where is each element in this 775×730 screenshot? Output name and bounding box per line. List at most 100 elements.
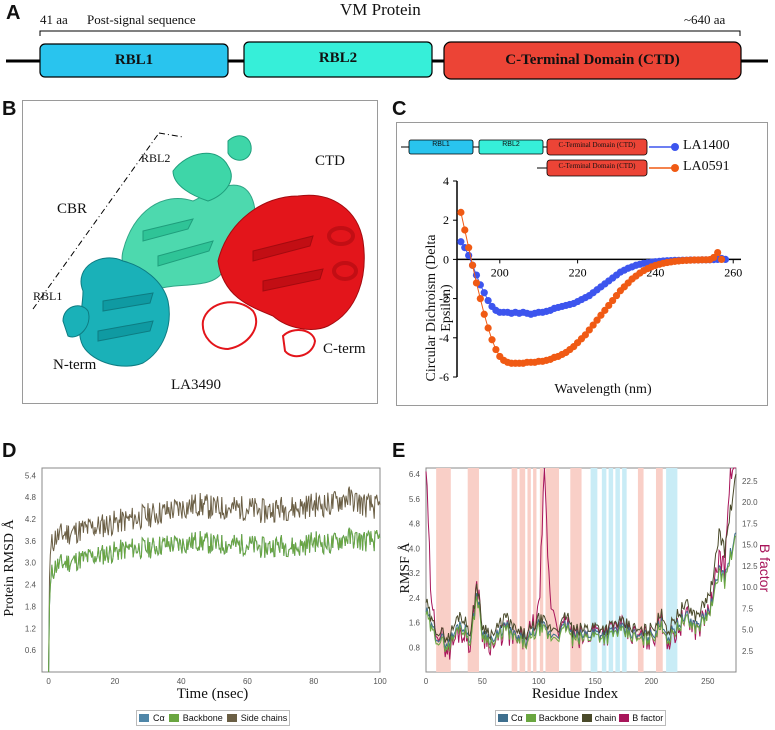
legend-e-chain-label: chain [594, 713, 617, 723]
cd-point-LA0591 [585, 326, 593, 334]
rmsf-shaded-region [436, 468, 451, 672]
rmsd-chart: 0.6 1.2 1.8 2.4 3.0 3.6 4.2 4.8 5.4 0 20 40 60 80 100 [25, 467, 387, 686]
rmsf-y2-tick-label: 22.5 [742, 477, 758, 486]
legend-e-bfactor-label: B factor [632, 713, 664, 723]
rmsf-shaded-region [666, 468, 678, 672]
legend-la0591-name: LA0591 [683, 159, 730, 174]
rmsf-x-tick-label: 250 [701, 677, 715, 686]
legend-sidechains-swatch [226, 714, 237, 722]
legend-la1400-marker [671, 143, 679, 151]
panel-letter-b: B [2, 98, 17, 120]
cd-y-tick-label: -6 [439, 370, 449, 384]
rmsd-y-tick-label: 3.6 [25, 537, 37, 546]
cd-point-LA0591 [609, 296, 617, 305]
cd-point-LA0591 [480, 310, 488, 318]
legend-la0591-marker [671, 164, 679, 172]
rmsf-y2-tick-label: 10.0 [742, 583, 758, 592]
cd-point-LA0591 [597, 311, 605, 319]
rmsd-x-tick-label: 60 [243, 677, 252, 686]
cd-point-LA0591 [484, 324, 492, 332]
cd-panel: RBL1 RBL2 C-Terminal Domain (CTD) C-Term… [396, 122, 768, 406]
rmsf-y2-tick-label: 15.0 [742, 541, 758, 550]
legend-e-backbone-swatch [525, 714, 536, 722]
nterm-label: N-term [53, 357, 97, 373]
cd-point-LA0591 [488, 336, 496, 344]
rmsf-y-tick-label: 4.0 [409, 544, 421, 553]
rmsf-y2-tick-label: 5.0 [742, 626, 754, 635]
rmsd-y-tick-label: 4.8 [25, 493, 37, 502]
cd-point-LA0591 [593, 316, 601, 324]
start-aa-label: 41 aa [40, 12, 68, 27]
cd-y-tick-label: 4 [443, 174, 449, 188]
rmsf-x-tick-label: 200 [645, 677, 659, 686]
rmsf-y-tick-label: 2.4 [409, 594, 421, 603]
cd-point-LA1400 [457, 238, 465, 246]
rmsd-y-tick-label: 1.2 [25, 624, 37, 633]
panel-letter-c: C [392, 98, 407, 120]
rmsf-y-tick-label: 6.4 [409, 470, 421, 479]
legend-la1400-ctd [546, 138, 648, 156]
cbr-boundary [32, 132, 160, 310]
rmsd-x-tick-label: 0 [46, 677, 51, 686]
rmsd-y-tick-label: 2.4 [25, 581, 37, 590]
structure-panel: RBL2 CBR RBL1 N-term CTD C-term LA3490 [22, 100, 378, 404]
rmsf-shaded-region [519, 468, 526, 672]
rmsf-shaded-region [608, 468, 614, 672]
rmsf-x-tick-label: 100 [532, 677, 546, 686]
cd-point-LA0591 [492, 345, 500, 354]
rbl1-structure-label: RBL1 [33, 289, 63, 303]
rmsd-x-tick-label: 20 [110, 677, 119, 686]
legend-e-ca-swatch [498, 714, 508, 722]
rmsf-x-tick-label: 0 [424, 677, 429, 686]
cd-point-LA0591 [476, 295, 484, 303]
rmsf-y2-tick-label: 12.5 [742, 562, 758, 571]
cd-series-line-LA0591 [460, 212, 722, 364]
cd-x-tick-label: 260 [724, 265, 742, 279]
cd-point-LA1400 [484, 296, 492, 305]
rmsf-y2-tick-label: 7.5 [742, 604, 754, 613]
rmsf-y-tick-label: 4.8 [409, 520, 421, 529]
rmsf-shaded-region [615, 468, 620, 672]
domain-rbl2-label: RBL2 [318, 50, 358, 66]
cd-point-LA0591 [589, 321, 597, 329]
rmsf-y-tick-label: 0.8 [409, 643, 421, 652]
rmsf-shaded-region [511, 468, 518, 672]
domain-rbl1-box [39, 43, 229, 78]
rmsd-legend: Cα Backbone Side chains [136, 710, 291, 726]
rmsd-y-tick-label: 5.4 [25, 471, 37, 480]
cd-point-LA1400 [480, 289, 488, 297]
legend-e-backbone-label: Backbone [538, 713, 579, 723]
rmsf-y-tick-label: 5.6 [409, 495, 421, 504]
legend-la1400-rbl2-label: RBL2 [502, 141, 520, 148]
cd-point-LA0591 [612, 292, 621, 300]
legend-e-chain-swatch [581, 714, 592, 722]
cd-point-LA0591 [461, 226, 469, 234]
rbl2-structure-label: RBL2 [141, 151, 171, 165]
rmsf-series-Backbone [425, 535, 737, 653]
protein-structure-render [32, 132, 365, 367]
legend-e-ca-label: Cα [511, 713, 523, 723]
cd-x-tick-label: 220 [569, 265, 587, 279]
cbr-label: CBR [57, 201, 88, 217]
cd-point-LA0591 [581, 331, 589, 339]
structure-caption: LA3490 [171, 377, 221, 393]
cd-legend-graphics [401, 138, 679, 177]
rmsd-x-tick-label: 80 [309, 677, 318, 686]
legend-sidechains-label: Side chains [240, 713, 288, 723]
sequence-bracket [39, 30, 741, 36]
rmsf-shaded-region [655, 468, 663, 672]
rbl1-structure [62, 257, 170, 367]
cd-point-LA0591 [457, 208, 465, 216]
domain-rbl1-label: RBL1 [114, 52, 154, 68]
legend-backbone-swatch [168, 714, 179, 722]
cd-point-LA0591 [601, 306, 609, 314]
panel-letter-a: A [6, 2, 21, 24]
cd-xlabel: Wavelength (nm) [554, 382, 652, 397]
cd-point-LA0591 [605, 301, 613, 310]
cd-point-LA0591 [714, 248, 722, 257]
domain-ctd-label: C-Terminal Domain (CTD) [505, 52, 680, 68]
legend-la0591-ctd [546, 159, 648, 177]
cd-y-tick-label: -4 [439, 331, 449, 345]
rmsf-legend: Cα Backbone chain B factor [495, 710, 667, 726]
